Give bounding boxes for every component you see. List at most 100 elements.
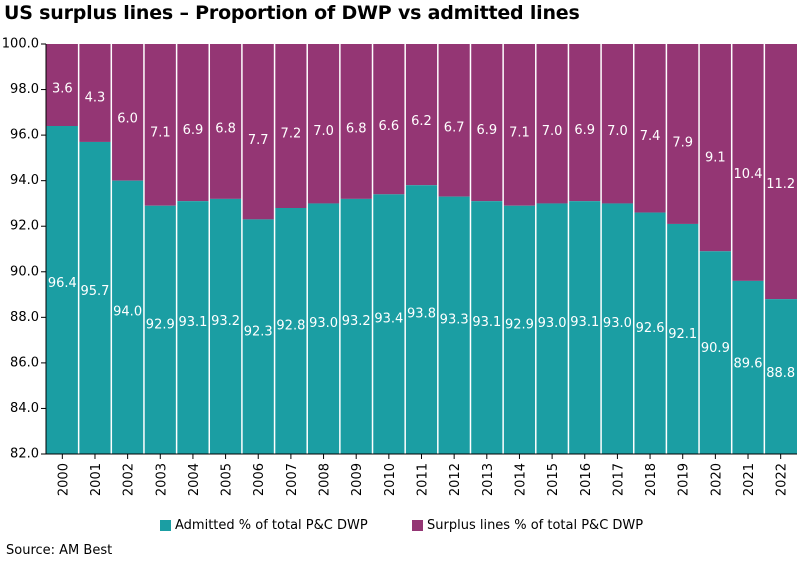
surplus-bar-segment bbox=[241, 44, 275, 220]
x-tick-label: 2002 bbox=[122, 463, 137, 496]
admitted-data-label: 89.6 bbox=[734, 356, 763, 371]
admitted-bar-segment bbox=[535, 203, 569, 454]
legend-label-surplus: Surplus lines % of total P&C DWP bbox=[427, 518, 644, 533]
admitted-data-label: 93.0 bbox=[603, 316, 632, 331]
x-tick-label: 2021 bbox=[742, 463, 757, 496]
y-tick-label: 96.0 bbox=[10, 128, 39, 143]
surplus-data-label: 3.6 bbox=[52, 82, 73, 97]
surplus-bar-segment bbox=[372, 44, 406, 195]
surplus-bar-segment bbox=[339, 44, 373, 199]
admitted-bar-segment bbox=[437, 196, 471, 454]
admitted-bar-segment bbox=[143, 205, 177, 454]
admitted-data-label: 92.9 bbox=[505, 317, 534, 332]
surplus-data-label: 7.1 bbox=[150, 125, 171, 140]
surplus-data-label: 7.0 bbox=[607, 124, 628, 139]
surplus-data-label: 6.0 bbox=[117, 112, 138, 127]
admitted-data-label: 93.1 bbox=[178, 315, 207, 330]
admitted-data-label: 93.1 bbox=[472, 315, 501, 330]
x-tick-label: 2005 bbox=[220, 463, 235, 496]
surplus-bar-segment bbox=[503, 44, 536, 206]
admitted-data-label: 93.2 bbox=[342, 314, 371, 329]
legend-item-surplus: Surplus lines % of total P&C DWP bbox=[412, 518, 643, 533]
surplus-data-label: 10.4 bbox=[734, 167, 763, 182]
chart-title: US surplus lines – Proportion of DWP vs … bbox=[4, 2, 580, 24]
admitted-bar-segment bbox=[699, 251, 732, 454]
surplus-data-label: 6.2 bbox=[411, 114, 432, 129]
admitted-bar-segment bbox=[46, 126, 79, 454]
x-tick-label: 2000 bbox=[56, 463, 71, 496]
surplus-bar-segment bbox=[731, 44, 765, 281]
x-tick-label: 2010 bbox=[383, 463, 398, 496]
x-tick-label: 2018 bbox=[644, 463, 659, 496]
surplus-data-label: 7.2 bbox=[281, 127, 302, 142]
x-tick-label: 2004 bbox=[187, 463, 202, 496]
surplus-bar-segment bbox=[764, 44, 797, 300]
admitted-bar-segment bbox=[405, 185, 438, 454]
x-tick-label: 2009 bbox=[350, 463, 365, 496]
admitted-data-label: 92.6 bbox=[636, 321, 665, 336]
legend: Admitted % of total P&C DWP Surplus line… bbox=[0, 518, 800, 536]
admitted-bar-segment bbox=[176, 201, 210, 454]
y-tick-label: 84.0 bbox=[10, 401, 39, 416]
surplus-data-label: 6.8 bbox=[215, 122, 236, 137]
surplus-bar-segment bbox=[535, 44, 569, 204]
y-tick-label: 86.0 bbox=[10, 355, 39, 370]
surplus-data-label: 9.1 bbox=[705, 151, 726, 166]
surplus-bar-segment bbox=[46, 44, 79, 126]
x-tick-label: 2007 bbox=[285, 463, 300, 496]
admitted-data-label: 92.8 bbox=[276, 319, 305, 334]
admitted-data-label: 88.8 bbox=[766, 366, 795, 381]
surplus-data-label: 7.0 bbox=[542, 124, 563, 139]
y-tick-label: 82.0 bbox=[10, 447, 39, 462]
surplus-bar-segment bbox=[470, 44, 504, 202]
x-tick-label: 2001 bbox=[89, 463, 104, 496]
surplus-bar-segment bbox=[307, 44, 340, 204]
surplus-data-label: 7.0 bbox=[313, 124, 334, 139]
admitted-bar-segment bbox=[568, 201, 602, 454]
admitted-data-label: 93.0 bbox=[538, 316, 567, 331]
admitted-data-label: 93.1 bbox=[570, 315, 599, 330]
x-tick-label: 2006 bbox=[252, 463, 267, 496]
surplus-data-label: 4.3 bbox=[85, 90, 106, 105]
surplus-data-label: 7.1 bbox=[509, 125, 530, 140]
admitted-data-label: 95.7 bbox=[81, 284, 110, 299]
surplus-data-label: 7.9 bbox=[672, 135, 693, 150]
x-tick-label: 2017 bbox=[611, 463, 626, 496]
admitted-data-label: 96.4 bbox=[48, 276, 77, 291]
surplus-data-label: 6.9 bbox=[476, 123, 497, 138]
admitted-bar-segment bbox=[307, 203, 340, 454]
admitted-data-label: 94.0 bbox=[113, 304, 142, 319]
admitted-data-label: 93.8 bbox=[407, 307, 436, 322]
legend-swatch-admitted bbox=[160, 520, 171, 531]
admitted-bar-segment bbox=[372, 194, 406, 455]
admitted-data-label: 92.1 bbox=[668, 327, 697, 342]
admitted-bar-segment bbox=[339, 198, 373, 454]
surplus-bar-segment bbox=[437, 44, 471, 197]
y-tick-label: 98.0 bbox=[10, 82, 39, 97]
admitted-bar-segment bbox=[633, 212, 667, 454]
admitted-bar-segment bbox=[666, 223, 700, 454]
x-tick-label: 2016 bbox=[579, 463, 594, 496]
admitted-bar-segment bbox=[78, 141, 112, 454]
surplus-bar-segment bbox=[699, 44, 732, 252]
x-tick-label: 2015 bbox=[546, 463, 561, 496]
surplus-bar-segment bbox=[601, 44, 634, 204]
x-tick-label: 2022 bbox=[775, 463, 790, 496]
admitted-bar-segment bbox=[111, 180, 144, 454]
admitted-data-label: 90.9 bbox=[701, 341, 730, 356]
x-tick-label: 2012 bbox=[448, 463, 463, 496]
y-tick-label: 92.0 bbox=[10, 219, 39, 234]
surplus-bar-segment bbox=[111, 44, 144, 181]
surplus-bar-segment bbox=[633, 44, 667, 213]
legend-label-admitted: Admitted % of total P&C DWP bbox=[175, 518, 368, 533]
surplus-bar-segment bbox=[176, 44, 210, 202]
x-tick-label: 2014 bbox=[513, 463, 528, 496]
admitted-bar-segment bbox=[764, 299, 797, 454]
surplus-bar-segment bbox=[666, 44, 700, 224]
surplus-data-label: 7.4 bbox=[640, 129, 661, 144]
legend-swatch-surplus bbox=[412, 520, 423, 531]
surplus-bar-segment bbox=[405, 44, 438, 186]
admitted-data-label: 92.9 bbox=[146, 317, 175, 332]
surplus-data-label: 6.6 bbox=[379, 119, 400, 134]
surplus-bar-segment bbox=[78, 44, 112, 142]
